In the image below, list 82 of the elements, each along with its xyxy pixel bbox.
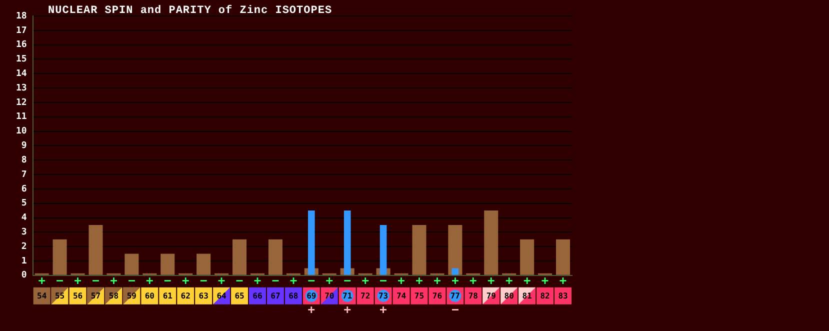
data-label: +: [218, 274, 226, 288]
y-tick-label: 16: [16, 40, 27, 50]
y-tick-label: 10: [16, 126, 27, 137]
x-tick-label: 76: [432, 291, 442, 300]
x-tick-label: 73: [378, 291, 388, 300]
x-tick-label: 79: [486, 291, 496, 300]
data-label: +: [488, 274, 495, 288]
y-tick-label: 18: [16, 11, 27, 22]
x-tick-label: 61: [162, 291, 173, 300]
x-tick-label: 58: [108, 291, 119, 300]
data-label: −: [452, 302, 459, 317]
data-label: −: [92, 274, 100, 288]
chart-title: NUCLEAR SPIN and PARITY of Zinc ISOTOPES: [48, 5, 332, 17]
data-label: +: [398, 274, 405, 288]
x-tick-label: 67: [270, 291, 280, 300]
data-label: +: [416, 274, 423, 288]
data-label: −: [344, 274, 351, 288]
x-tick-label: 72: [360, 291, 370, 300]
data-label: −: [308, 274, 316, 288]
data-label: −: [56, 274, 64, 288]
x-tick-label: 82: [540, 291, 550, 300]
data-label: +: [434, 274, 441, 288]
data-label: −: [272, 274, 280, 288]
x-tick-label: 62: [180, 291, 191, 300]
data-label: +: [290, 274, 298, 288]
data-label: −: [200, 274, 208, 288]
y-tick-label: 9: [21, 141, 27, 152]
data-label: −: [380, 274, 387, 288]
y-tick-label: 0: [21, 270, 27, 281]
y-tick-label: 5: [21, 198, 27, 209]
y-tick-label: 12: [16, 98, 27, 108]
y-tick-label: 2: [21, 242, 27, 252]
x-tick-label: 83: [558, 291, 568, 300]
x-tick-label: 54: [37, 291, 47, 300]
x-tick-label: 66: [252, 291, 262, 300]
y-tick-label: 15: [16, 54, 27, 65]
x-tick-label: 68: [288, 291, 298, 300]
data-label: +: [559, 274, 567, 288]
x-tick-label: 71: [342, 291, 352, 300]
y-tick-label: 6: [21, 184, 27, 194]
data-label: +: [254, 274, 262, 288]
x-tick-label: 65: [234, 291, 245, 300]
x-tick-label: 55: [54, 291, 65, 300]
data-label: +: [523, 274, 531, 288]
data-label: +: [505, 274, 513, 288]
x-tick-label: 69: [306, 291, 316, 300]
y-tick-label: 14: [16, 68, 28, 79]
y-tick-label: 3: [21, 228, 27, 238]
data-label: +: [362, 274, 369, 288]
x-tick-label: 60: [144, 291, 155, 300]
data-label: −: [164, 274, 172, 288]
x-tick-label: 80: [504, 291, 514, 300]
data-label: +: [541, 274, 549, 288]
data-label: +: [110, 274, 118, 288]
x-tick-label: 77: [450, 291, 460, 300]
y-tick-label: 11: [16, 112, 27, 122]
data-label: +: [326, 274, 333, 288]
data-label: +: [146, 274, 154, 288]
data-label: −: [128, 274, 136, 288]
data-label: +: [38, 274, 46, 288]
y-tick-label: 13: [16, 83, 27, 94]
x-tick-label: 57: [90, 291, 101, 300]
data-label: +: [470, 274, 477, 288]
x-tick-label: 78: [468, 291, 478, 300]
data-label: +: [308, 302, 316, 317]
y-tick-label: 7: [21, 170, 27, 180]
x-tick-label: 75: [414, 291, 424, 300]
x-tick-label: 59: [126, 291, 137, 300]
data-label: +: [452, 274, 459, 288]
data-label: +: [182, 274, 190, 288]
y-tick-label: 17: [16, 26, 27, 36]
x-tick-label: 74: [396, 291, 406, 300]
x-tick-label: 81: [522, 291, 532, 300]
data-label: +: [344, 302, 351, 317]
data-label: +: [380, 302, 387, 317]
y-tick-label: 1: [21, 256, 27, 266]
data-label: +: [74, 274, 82, 288]
y-tick-label: 4: [21, 213, 28, 224]
data-label: −: [236, 274, 244, 288]
x-tick-label: 56: [72, 291, 83, 300]
y-tick-label: 8: [21, 155, 27, 166]
x-tick-label: 63: [198, 291, 209, 300]
